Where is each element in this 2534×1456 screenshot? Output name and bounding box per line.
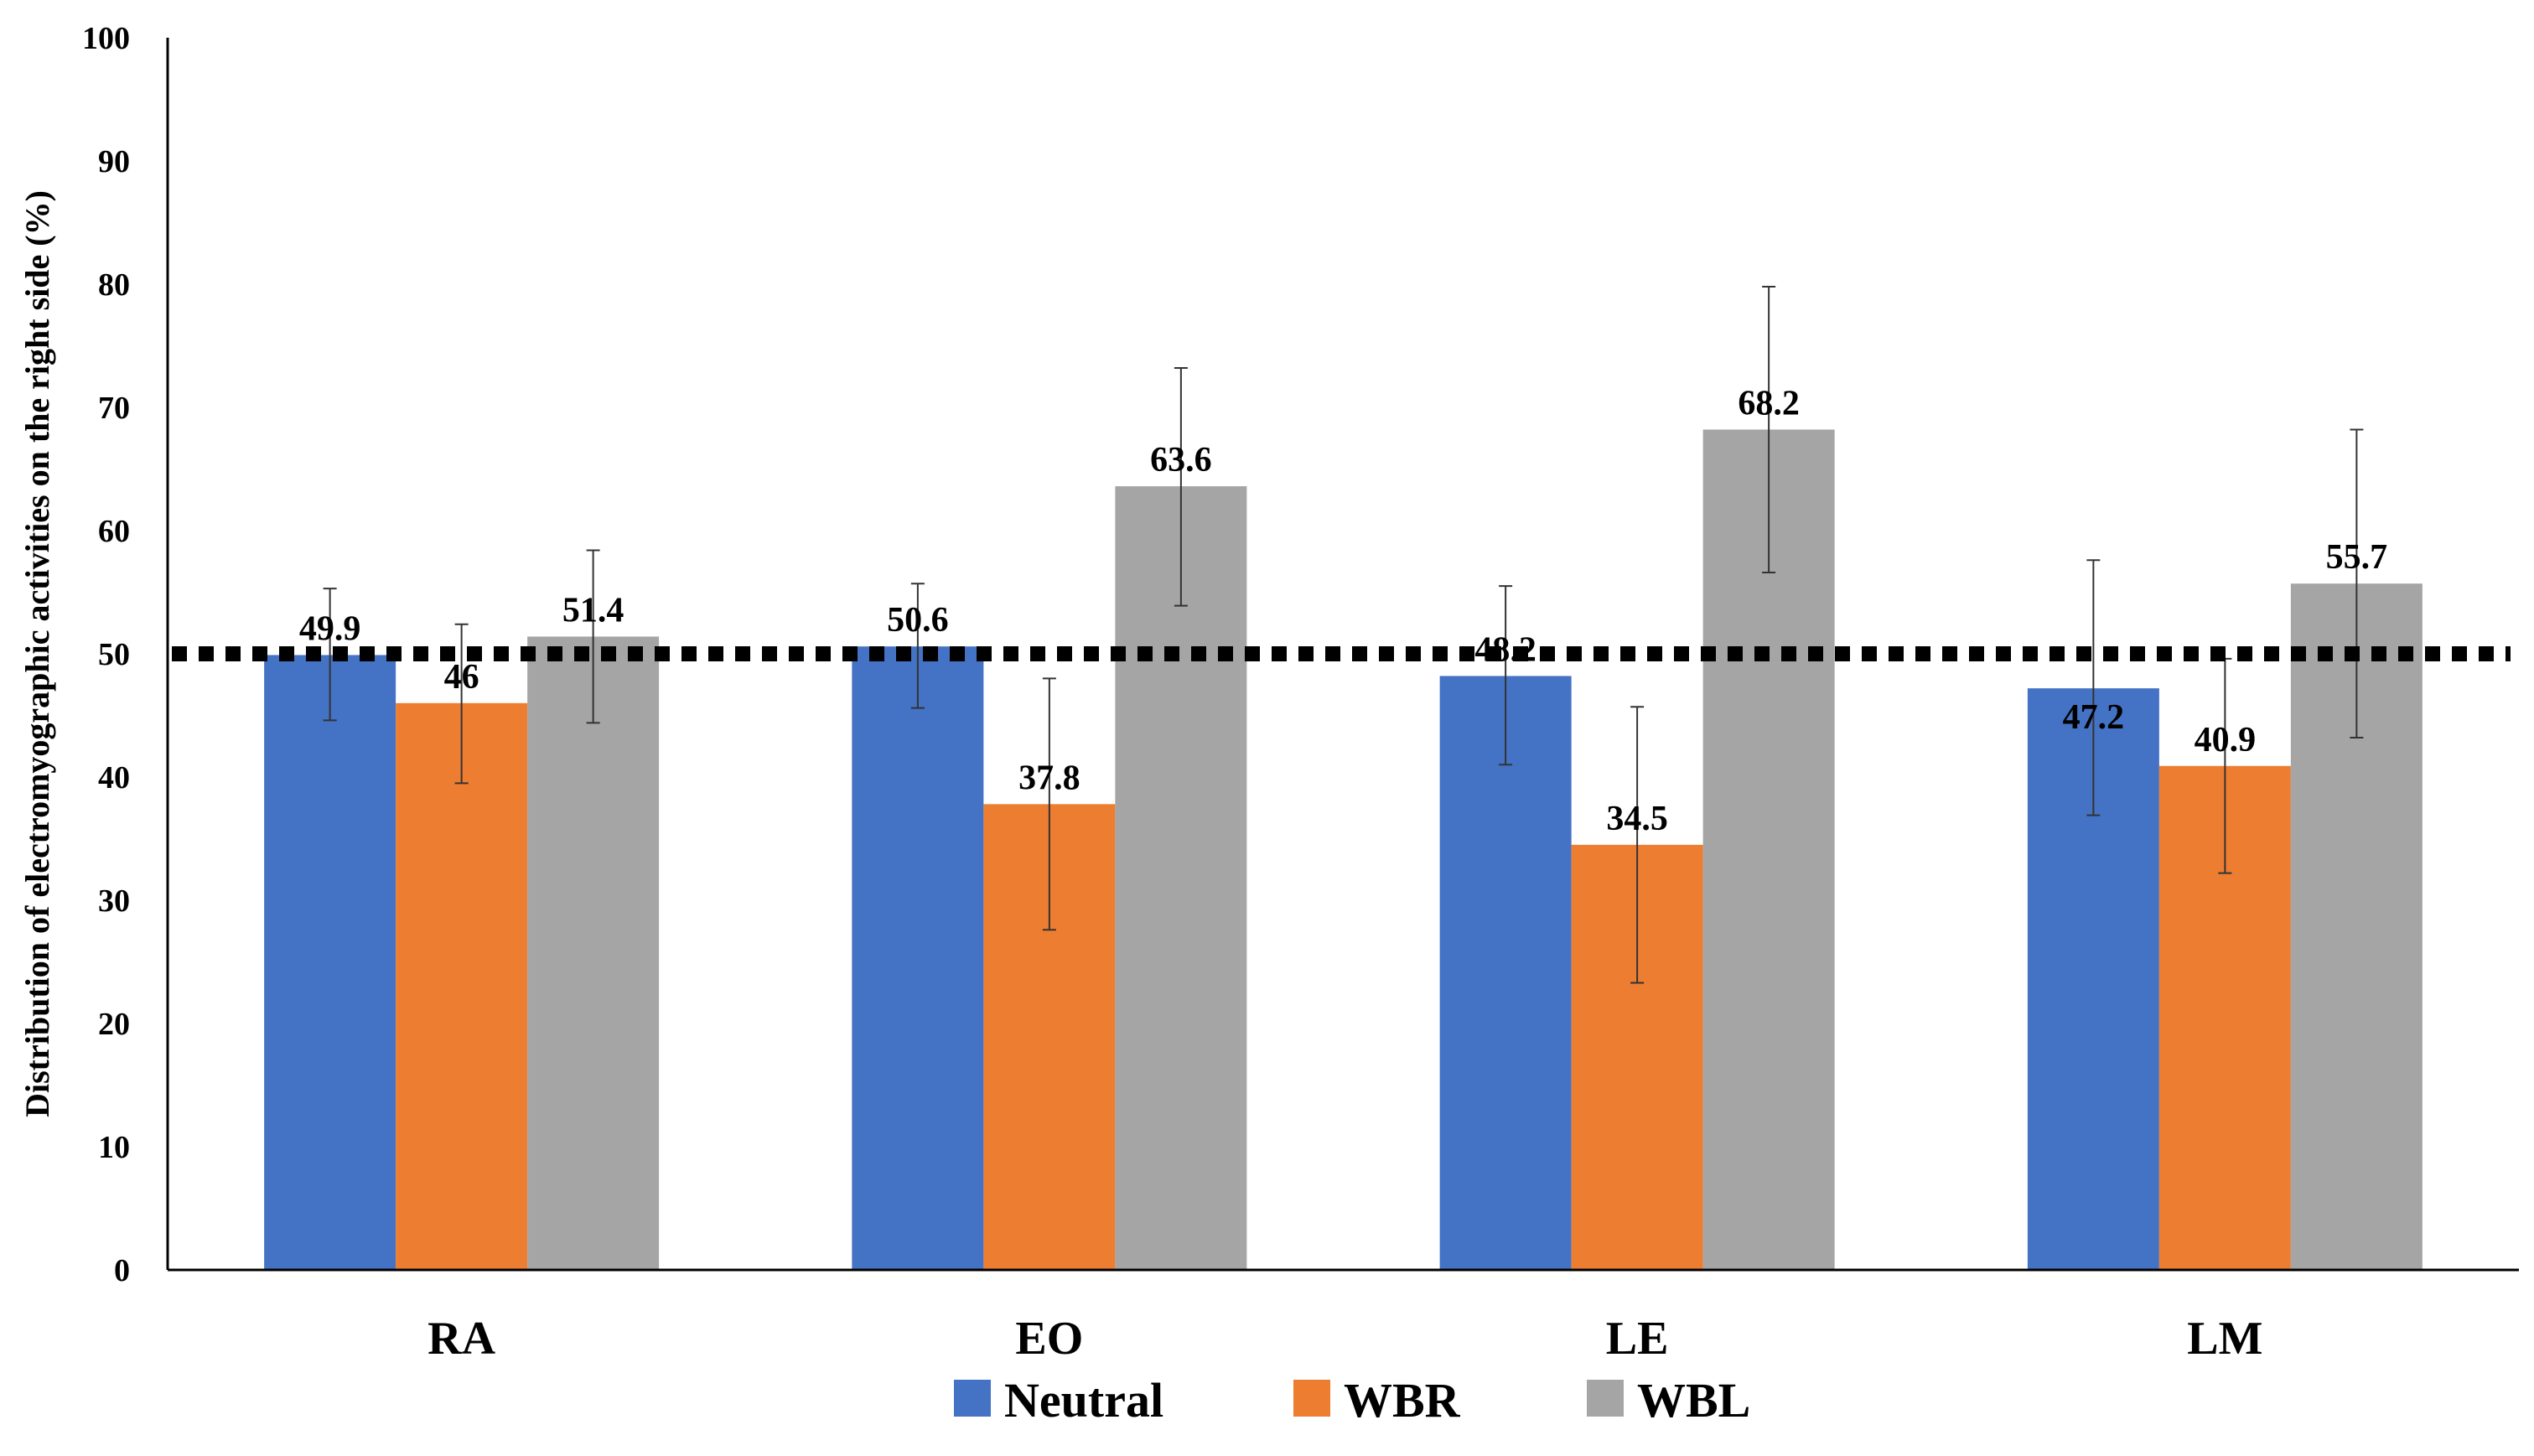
y-tick-label: 0 <box>114 1253 130 1288</box>
y-tick-label: 30 <box>98 883 130 919</box>
legend-swatch-wbl <box>1587 1380 1624 1417</box>
x-category-label: RA <box>428 1313 495 1365</box>
bar-wbl-ra <box>527 636 660 1270</box>
legend-swatch-neutral <box>954 1380 991 1417</box>
data-label: 51.4 <box>562 591 624 630</box>
bar-neutral-le <box>1439 676 1572 1270</box>
bar-wbl-eo <box>1115 486 1247 1270</box>
data-label: 68.2 <box>1738 384 1800 422</box>
y-tick-label: 40 <box>98 760 130 795</box>
legend-label-wbr: WBR <box>1344 1373 1461 1428</box>
data-label: 40.9 <box>2195 721 2257 759</box>
y-axis-title: Distribution of electromyographic activi… <box>18 190 56 1117</box>
bars <box>264 429 2423 1270</box>
bar-wbr-ra <box>396 702 528 1270</box>
x-category-label: LM <box>2187 1313 2262 1365</box>
data-label: 34.5 <box>1606 800 1668 838</box>
y-axis-ticks: 0 10 20 30 40 50 60 70 80 90 100 <box>82 21 130 1288</box>
y-tick-label: 90 <box>98 144 130 179</box>
data-label: 63.6 <box>1150 441 1212 479</box>
x-axis-categories: RA EO LE LM <box>428 1313 2262 1365</box>
data-label: 49.9 <box>299 609 361 648</box>
y-tick-label: 20 <box>98 1007 130 1042</box>
legend-label-wbl: WBL <box>1637 1373 1750 1428</box>
data-label: 55.7 <box>2326 538 2388 577</box>
bar-neutral-ra <box>264 655 396 1270</box>
y-tick-label: 80 <box>98 267 130 303</box>
y-tick-label: 10 <box>98 1130 130 1165</box>
data-label: 47.2 <box>2063 698 2125 737</box>
data-label: 46 <box>444 658 479 697</box>
data-label: 37.8 <box>1018 759 1080 797</box>
legend-label-neutral: Neutral <box>1004 1373 1163 1428</box>
legend-swatch-wbr <box>1293 1380 1330 1417</box>
y-tick-label: 50 <box>98 637 130 672</box>
y-tick-label: 100 <box>82 21 130 56</box>
error-bars <box>323 285 2364 984</box>
legend: Neutral WBR WBL <box>954 1373 1750 1428</box>
data-label: 50.6 <box>887 601 949 640</box>
bar-neutral-eo <box>852 646 984 1270</box>
x-category-label: LE <box>1606 1313 1669 1365</box>
y-tick-label: 60 <box>98 514 130 549</box>
y-tick-label: 70 <box>98 391 130 426</box>
x-category-label: EO <box>1015 1313 1083 1365</box>
